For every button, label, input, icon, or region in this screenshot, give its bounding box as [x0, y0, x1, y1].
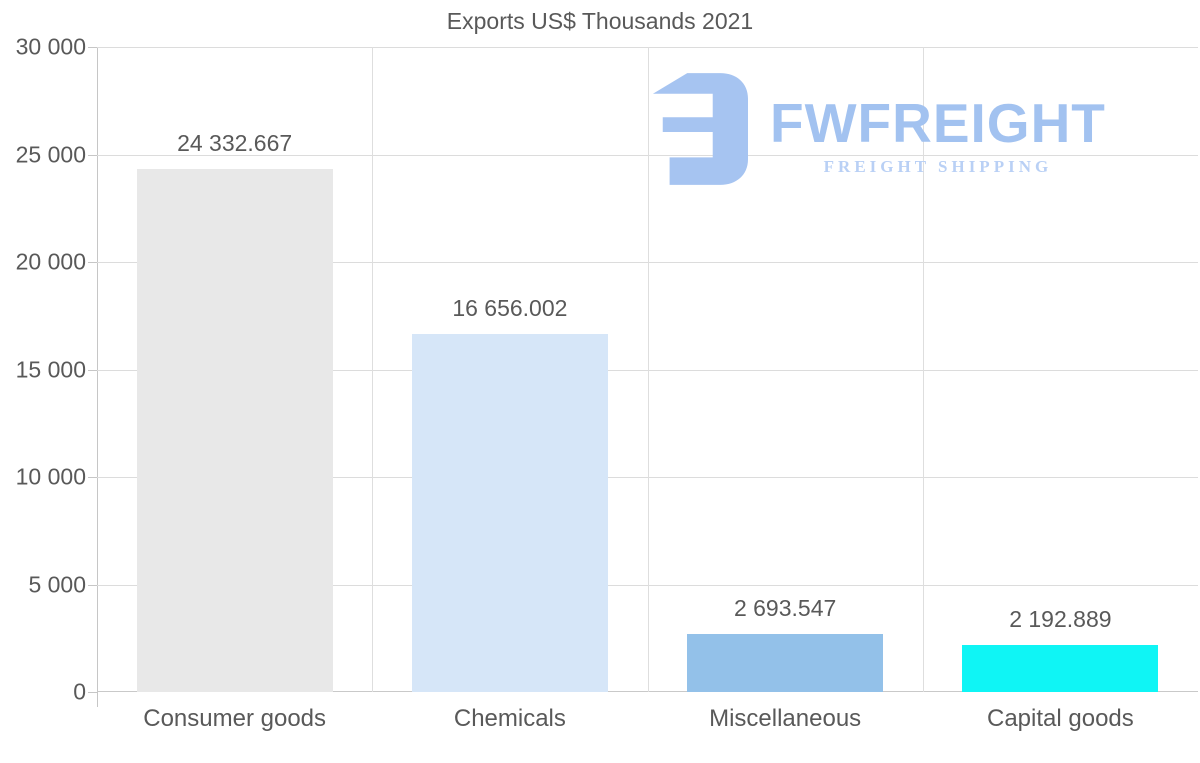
y-axis-tick-label: 25 000 — [15, 141, 86, 167]
y-axis-tick — [88, 154, 97, 156]
fwfreight-watermark: FWFREIGHT FREIGHT SHIPPING — [650, 70, 1106, 188]
gridline-vertical — [922, 47, 924, 692]
gridline-vertical — [647, 47, 649, 692]
y-axis-tick — [88, 262, 97, 263]
y-axis-tick-label: 0 — [73, 678, 86, 705]
brand-tagline: FREIGHT SHIPPING — [823, 157, 1053, 176]
y-axis-tick — [88, 477, 97, 478]
y-axis-line — [97, 47, 98, 707]
y-axis-tick — [88, 584, 97, 586]
y-axis-tick-label: 10 000 — [15, 463, 86, 490]
bar-value-label: 2 192.889 — [1009, 605, 1112, 632]
x-axis-label: Miscellaneous — [709, 705, 862, 732]
y-axis-tick-label: 15 000 — [15, 356, 86, 382]
fwfreight-logo-icon — [652, 73, 748, 185]
logo-text-block: FWFREIGHT FREIGHT SHIPPING — [770, 96, 1106, 177]
bar-value-label: 2 693.547 — [733, 595, 837, 622]
plot-area: 24 332.667 16 656.002 2 693.547 2 192.889 — [97, 47, 1198, 692]
y-axis-tick — [88, 369, 97, 371]
bar-consumer-goods — [136, 168, 333, 692]
bar-miscellaneous — [687, 634, 884, 692]
x-axis-label: Chemicals — [453, 705, 566, 732]
y-axis-tick-label: 20 000 — [15, 248, 86, 275]
chart-title: Exports US$ Thousands 2021 — [446, 8, 754, 34]
x-axis-label: Consumer goods — [143, 705, 327, 732]
bar-value-label: 24 332.667 — [177, 129, 293, 156]
brand-name: FWFREIGHT — [770, 92, 1106, 154]
y-axis-tick — [88, 692, 97, 693]
bar-chemicals — [411, 333, 608, 692]
y-axis-tick — [88, 47, 97, 48]
y-axis-tick-label: 30 000 — [15, 33, 86, 60]
x-axis-label: Capital goods — [986, 705, 1134, 732]
bar-capital-goods — [962, 644, 1159, 692]
bar-value-label: 16 656.002 — [452, 294, 568, 321]
gridline-vertical — [372, 47, 374, 692]
y-axis-tick-label: 5 000 — [28, 571, 86, 597]
